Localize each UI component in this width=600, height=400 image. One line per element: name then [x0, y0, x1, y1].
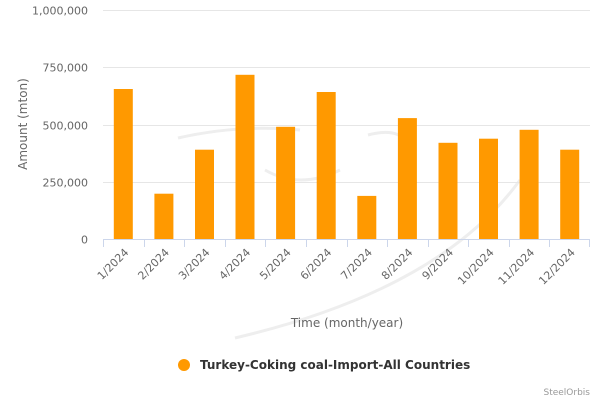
x-axis-title: Time (month/year) — [290, 316, 403, 330]
x-tick-label: 11/2024 — [496, 246, 538, 288]
bar[interactable] — [316, 92, 336, 239]
bar[interactable] — [154, 193, 174, 239]
bar[interactable] — [113, 89, 133, 239]
x-tick-label: 6/2024 — [298, 246, 335, 283]
x-axis-ticks: 1/2024 2/2024 3/2024 4/2024 5/2024 6/2024 7/20… — [95, 239, 590, 287]
legend[interactable]: Turkey-Coking coal-Import-All Countries — [178, 358, 470, 372]
x-tick-label: 8/2024 — [379, 246, 416, 283]
bar[interactable] — [195, 149, 214, 239]
y-tick-label: 0 — [81, 234, 88, 247]
y-tick-label: 250,000 — [43, 177, 89, 190]
bar[interactable] — [438, 142, 458, 239]
grid-lines — [103, 10, 590, 183]
x-tick-label: 5/2024 — [257, 246, 294, 283]
y-tick-label: 750,000 — [43, 62, 89, 75]
bar[interactable] — [276, 126, 296, 239]
bar[interactable] — [519, 129, 539, 239]
bar[interactable] — [560, 149, 580, 239]
x-tick-label: 10/2024 — [455, 246, 497, 288]
y-axis-ticks: 0 250,000 500,000 750,000 1,000,000 — [32, 5, 88, 247]
x-tick-label: 2/2024 — [135, 246, 172, 283]
x-tick-label: 1/2024 — [95, 246, 132, 283]
y-tick-label: 500,000 — [43, 120, 89, 133]
bar[interactable] — [235, 74, 255, 239]
y-tick-label: 1,000,000 — [32, 5, 88, 18]
legend-label[interactable]: Turkey-Coking coal-Import-All Countries — [200, 358, 470, 372]
x-tick-label: 3/2024 — [176, 246, 213, 283]
bar[interactable] — [397, 118, 417, 239]
x-tick-label: 7/2024 — [338, 246, 375, 283]
legend-marker — [178, 359, 190, 371]
watermark-logo — [177, 126, 522, 340]
x-tick-label: 4/2024 — [217, 246, 254, 283]
bar-series — [113, 74, 580, 239]
bar[interactable] — [479, 138, 498, 239]
bar[interactable] — [357, 195, 377, 239]
credit-text[interactable]: SteelOrbis — [543, 388, 590, 398]
x-tick-label: 12/2024 — [536, 246, 578, 288]
y-axis-title: Amount (mton) — [16, 78, 30, 170]
